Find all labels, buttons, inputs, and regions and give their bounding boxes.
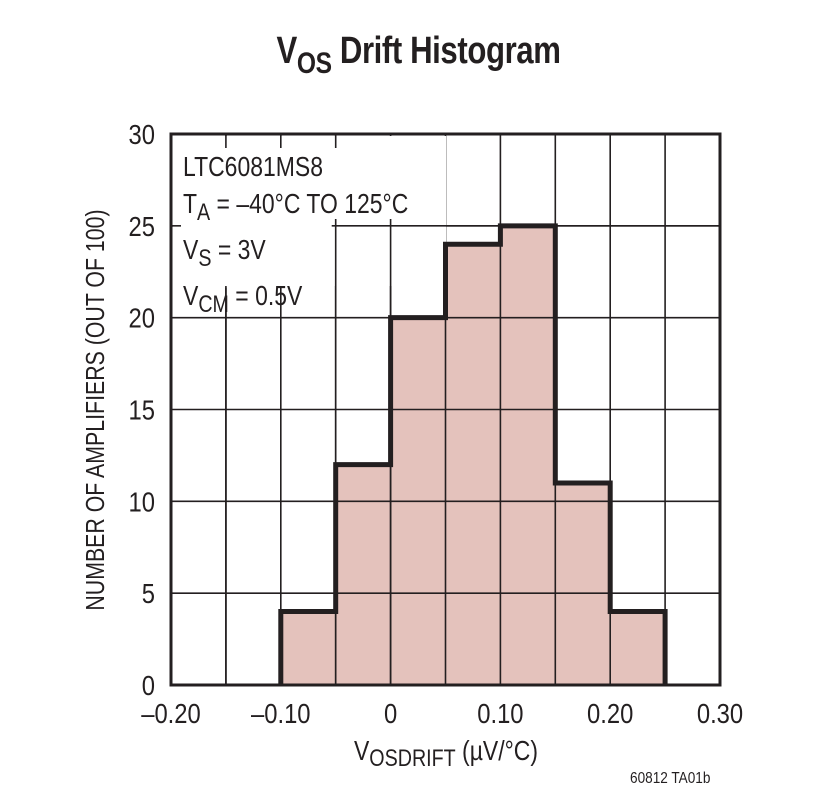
y-tick-label: 5 [142,577,155,609]
chart-title: VOS Drift Histogram [276,30,561,80]
annotation-supply-voltage: VS = 3V [183,234,266,272]
annotation-common-mode-voltage: VCM = 0.5V [183,280,303,318]
y-tick-label: 15 [129,394,155,426]
x-tick-label: –0.20 [141,697,201,729]
y-tick-label: 0 [142,669,155,701]
histogram-bar [445,244,501,685]
y-tick-label: 20 [129,302,155,334]
x-tick-label: 0.20 [587,697,633,729]
plot-frame [169,132,722,687]
x-tick-label: 0.30 [697,697,743,729]
histogram-bar [610,611,666,685]
histogram-outline [278,223,668,685]
annotation-part-number: LTC6081MS8 [183,151,323,182]
y-tick-label: 25 [129,210,155,242]
histogram-bar [280,611,336,685]
chart-annotation: LTC6081MS8 TA = –40°C TO 125°C VS = 3V V… [183,148,408,323]
figure-id: 60812 TA01b [630,770,711,787]
histogram-bar [500,225,556,686]
y-axis-label: NUMBER OF AMPLIFIERS (OUT OF 100) [80,209,110,611]
x-tick-label: –0.10 [251,697,311,729]
x-tick-label: 0.10 [477,697,523,729]
y-tick-label: 10 [129,485,155,517]
x-axis-label: VOSDRIFT (µV/°C) [353,735,539,772]
y-tick-label: 30 [129,118,155,150]
histogram-bar [335,464,391,685]
histogram-bar [555,482,611,685]
annotation-temperature: TA = –40°C TO 125°C [183,188,409,226]
annotation-background [173,136,446,286]
x-tick-label: 0 [384,697,397,729]
